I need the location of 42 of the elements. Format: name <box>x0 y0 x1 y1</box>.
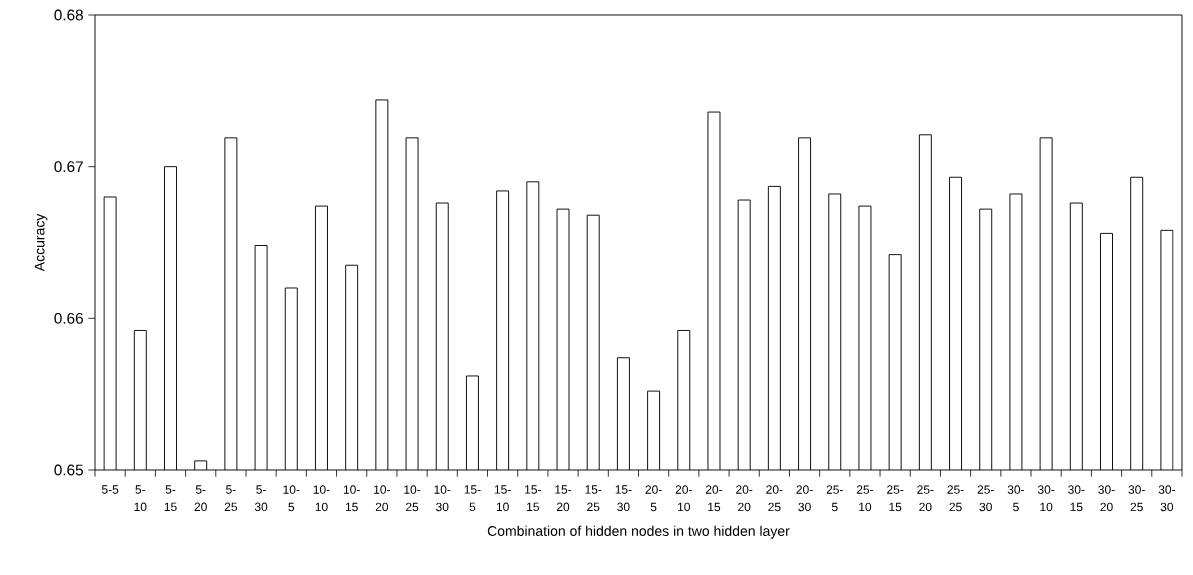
x-tick-label: 10-15 <box>343 485 360 512</box>
x-tick-label: 30-5 <box>1007 485 1025 512</box>
x-tick-label: 30-25 <box>1128 485 1145 512</box>
x-tick-label: 20-20 <box>736 485 753 512</box>
x-tick-label: 15-5 <box>464 485 481 512</box>
x-tick-label: 20-5 <box>645 485 662 512</box>
x-tick-label: 5-10 <box>134 485 147 512</box>
x-tick-label: 15-30 <box>615 485 632 512</box>
x-tick-label: 30-15 <box>1068 485 1085 512</box>
x-tick-label: 10-20 <box>374 485 390 512</box>
x-tick-label: 10-30 <box>434 485 451 512</box>
x-tick-label: 30-10 <box>1037 485 1055 512</box>
x-tick-label: 25-10 <box>856 485 874 512</box>
x-tick-label: 15-25 <box>585 485 602 512</box>
x-tick-label: 20-15 <box>705 485 723 512</box>
x-tick-label: 10-5 <box>283 485 300 512</box>
x-tick-label: 10-25 <box>404 485 421 512</box>
x-tick-label: 5-15 <box>164 485 177 512</box>
x-tick-label: 30-30 <box>1158 485 1176 512</box>
x-tick-label: 20-25 <box>766 485 783 512</box>
x-tick-label: 5-5 <box>101 485 119 494</box>
x-tick-label: 15-20 <box>555 485 572 512</box>
y-tick-label: 0.66 <box>54 312 83 324</box>
x-tick-label: 30-20 <box>1098 485 1115 512</box>
y-tick-label: 0.65 <box>54 464 83 476</box>
x-tick-label: 15-10 <box>494 485 511 512</box>
x-tick-label: 25-5 <box>826 485 843 512</box>
x-tick-label: 25-25 <box>947 485 964 512</box>
x-tick-label: 15-15 <box>525 485 541 512</box>
x-axis-title: Combination of hidden nodes in two hidden layer <box>487 525 790 539</box>
x-tick-label: 25-20 <box>917 485 934 512</box>
x-tick-label: 20-10 <box>675 485 692 512</box>
y-tick-label: 0.67 <box>54 161 83 173</box>
x-tick-label: 25-30 <box>977 485 994 512</box>
x-tick-label: 10-10 <box>313 485 330 512</box>
x-tick-label: 5-20 <box>194 485 207 512</box>
y-axis-title: Accuracy <box>34 213 48 272</box>
x-tick-label: 5-25 <box>224 485 238 512</box>
y-tick-label: 0.68 <box>54 9 83 21</box>
x-tick-label: 25-15 <box>887 485 904 512</box>
x-tick-label: 20-30 <box>796 485 813 512</box>
x-tick-label: 5-30 <box>254 485 268 512</box>
